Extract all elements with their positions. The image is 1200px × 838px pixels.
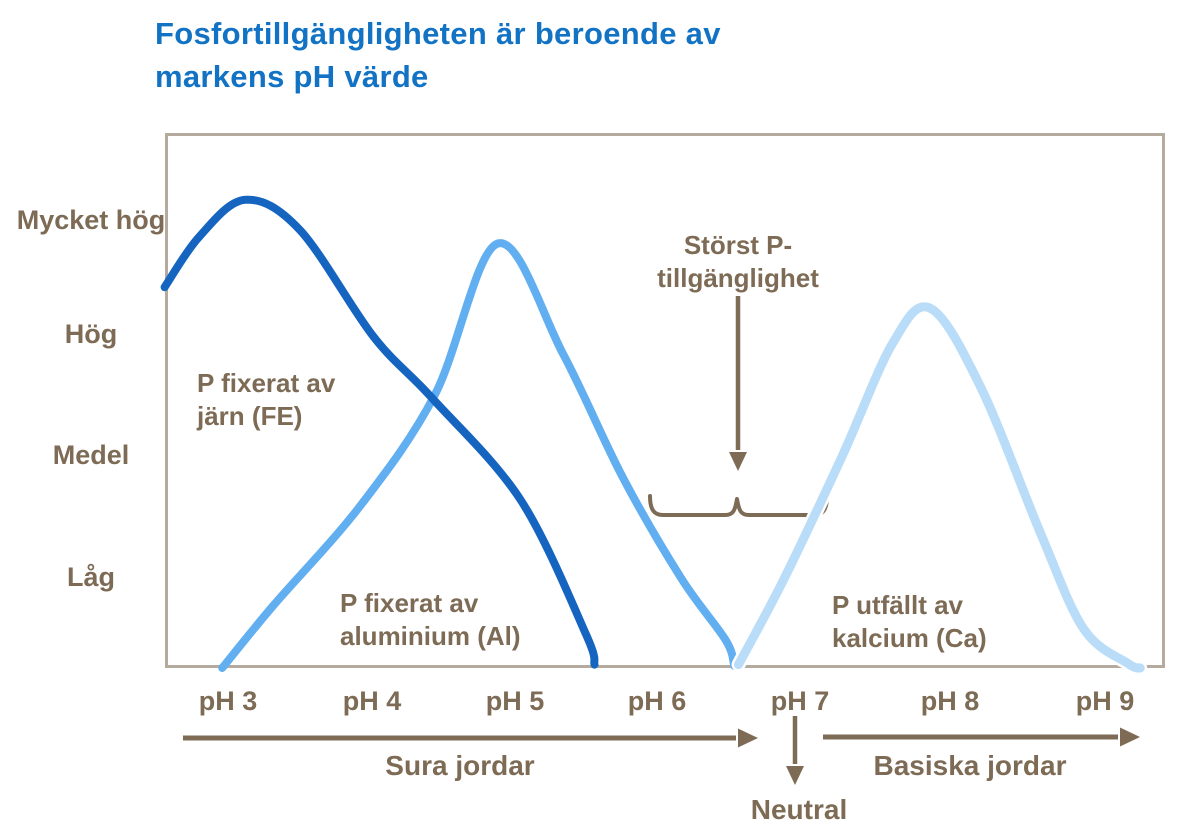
- aluminium-curve: [218, 239, 739, 672]
- x-axis-label-ph5: pH 5: [485, 686, 545, 716]
- y-axis-label-hog: Hög: [64, 319, 118, 349]
- aluminium-curve-label-line2: aluminium (Al): [340, 621, 521, 651]
- calcium-curve-label-line1: P utfällt av: [832, 590, 964, 620]
- calcium-curve-label: P utfällt av kalcium (Ca): [832, 589, 987, 655]
- calcium-curve: [731, 299, 1148, 676]
- sura-jordar-label: Sura jordar: [385, 750, 535, 781]
- best-availability-line2: tillgänglighet: [657, 263, 819, 293]
- basiska-jordar-right-arrow-icon: [823, 727, 1140, 747]
- x-axis-label-ph6: pH 6: [627, 686, 687, 716]
- iron-curve-label: P fixerat av järn (FE): [197, 367, 335, 433]
- neutral-down-arrow-icon: [786, 716, 804, 785]
- iron-curve-label-line2: järn (FE): [197, 401, 303, 431]
- x-axis-label-ph3: pH 3: [198, 686, 258, 716]
- y-axis-label-lag: Låg: [66, 562, 115, 592]
- page-title: Fosfortillgängligheten är beroende av ma…: [155, 12, 721, 98]
- page-title-line1: Fosfortillgängligheten är beroende av: [155, 16, 721, 51]
- x-axis-label-ph9: pH 9: [1075, 686, 1135, 716]
- storst-down-arrow-icon: [729, 296, 747, 471]
- x-axis-label-ph4: pH 4: [342, 686, 402, 716]
- aluminium-curve-label: P fixerat av aluminium (Al): [340, 587, 521, 653]
- aluminium-curve-label-line1: P fixerat av: [340, 588, 479, 618]
- iron-curve: [160, 195, 599, 669]
- sura-jordar-right-arrow-icon: [183, 728, 758, 748]
- y-axis-label-mycket-hog: Mycket hög: [16, 205, 166, 235]
- page-title-line2: markens pH värde: [155, 59, 429, 94]
- best-availability-line1: Störst P-: [683, 230, 793, 260]
- best-availability-annotation: Störst P- tillgänglighet: [618, 229, 858, 295]
- x-axis-label-ph8: pH 8: [920, 686, 980, 716]
- iron-curve-label-line1: P fixerat av: [197, 368, 336, 398]
- x-axis-label-ph7: pH 7: [770, 686, 830, 716]
- y-axis-label-medel: Medel: [52, 440, 130, 470]
- calcium-curve-label-line2: kalcium (Ca): [832, 623, 987, 653]
- neutral-label: Neutral: [750, 794, 848, 825]
- availability-brace: [648, 494, 829, 517]
- plot-border: [165, 133, 1165, 668]
- basiska-jordar-label: Basiska jordar: [873, 750, 1067, 781]
